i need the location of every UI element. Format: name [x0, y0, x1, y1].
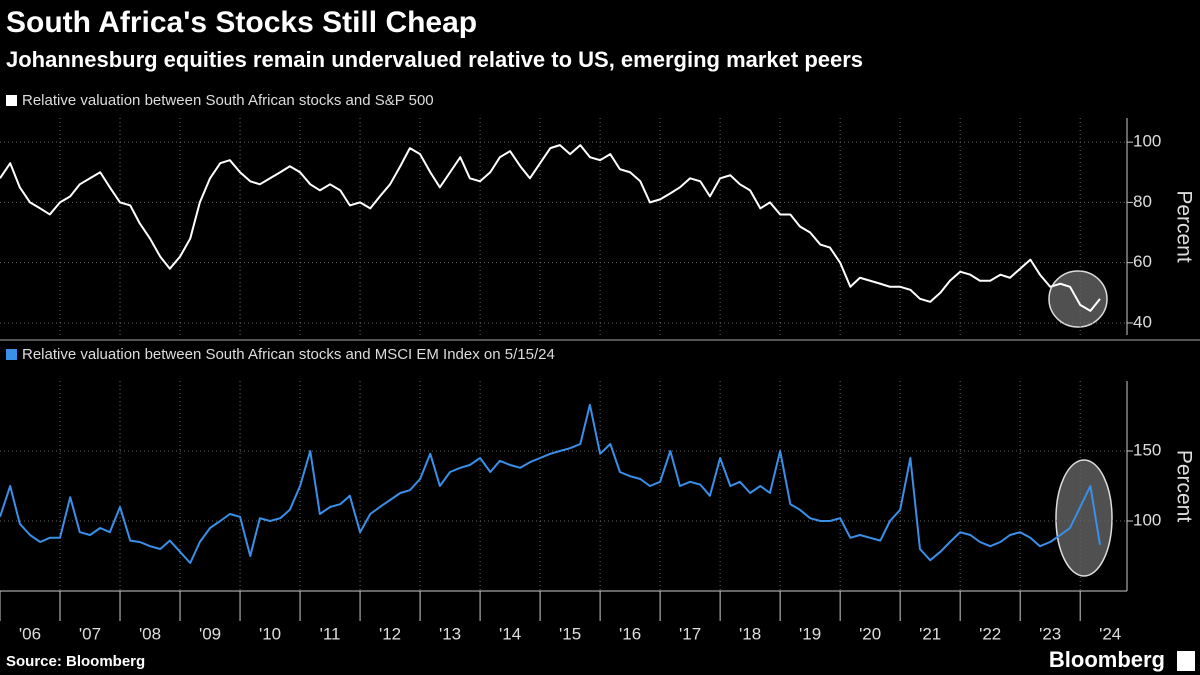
legend-label: Relative valuation between South African… — [22, 92, 434, 109]
legend-swatch — [6, 95, 17, 106]
y-axis-title: Percent — [1172, 450, 1195, 523]
series-line — [0, 144, 1101, 312]
x-tick-label: '09 — [199, 624, 221, 643]
brand-icon — [1177, 651, 1195, 671]
x-tick-label: '11 — [320, 624, 341, 643]
x-tick-label: '23 — [1039, 624, 1061, 643]
x-tick-label: '20 — [859, 624, 881, 643]
x-tick-label: '22 — [979, 624, 1001, 643]
legend-label: Relative valuation between South African… — [22, 346, 555, 363]
x-tick-label: '16 — [619, 624, 641, 643]
brand: Bloomberg — [1049, 647, 1165, 672]
y-tick-label: 80 — [1133, 192, 1152, 211]
x-tick-label: '07 — [79, 624, 101, 643]
source: Source: Bloomberg — [6, 653, 145, 670]
x-tick-label: '12 — [379, 624, 401, 643]
y-tick-label: 60 — [1133, 252, 1152, 271]
highlight-ellipse — [1055, 459, 1113, 577]
x-tick-label: '19 — [799, 624, 821, 643]
x-tick-label: '10 — [259, 624, 281, 643]
y-tick-label: 100 — [1133, 510, 1161, 529]
x-tick-label: '21 — [919, 624, 941, 643]
x-tick-label: '06 — [19, 624, 41, 643]
x-tick-label: '24 — [1099, 624, 1121, 643]
x-tick-label: '14 — [499, 624, 521, 643]
y-tick-label: 100 — [1133, 132, 1161, 151]
y-axis-title: Percent — [1172, 190, 1195, 263]
x-tick-label: '08 — [139, 624, 161, 643]
x-tick-label: '18 — [739, 624, 761, 643]
title: South Africa's Stocks Still Cheap — [6, 6, 477, 39]
legend-swatch — [6, 349, 17, 360]
x-tick-label: '13 — [439, 624, 461, 643]
subtitle: Johannesburg equities remain undervalued… — [6, 47, 863, 72]
x-tick-label: '17 — [679, 624, 701, 643]
x-tick-label: '15 — [559, 624, 581, 643]
y-tick-label: 150 — [1133, 440, 1161, 459]
y-tick-label: 40 — [1133, 312, 1152, 331]
series-line — [0, 403, 1101, 564]
